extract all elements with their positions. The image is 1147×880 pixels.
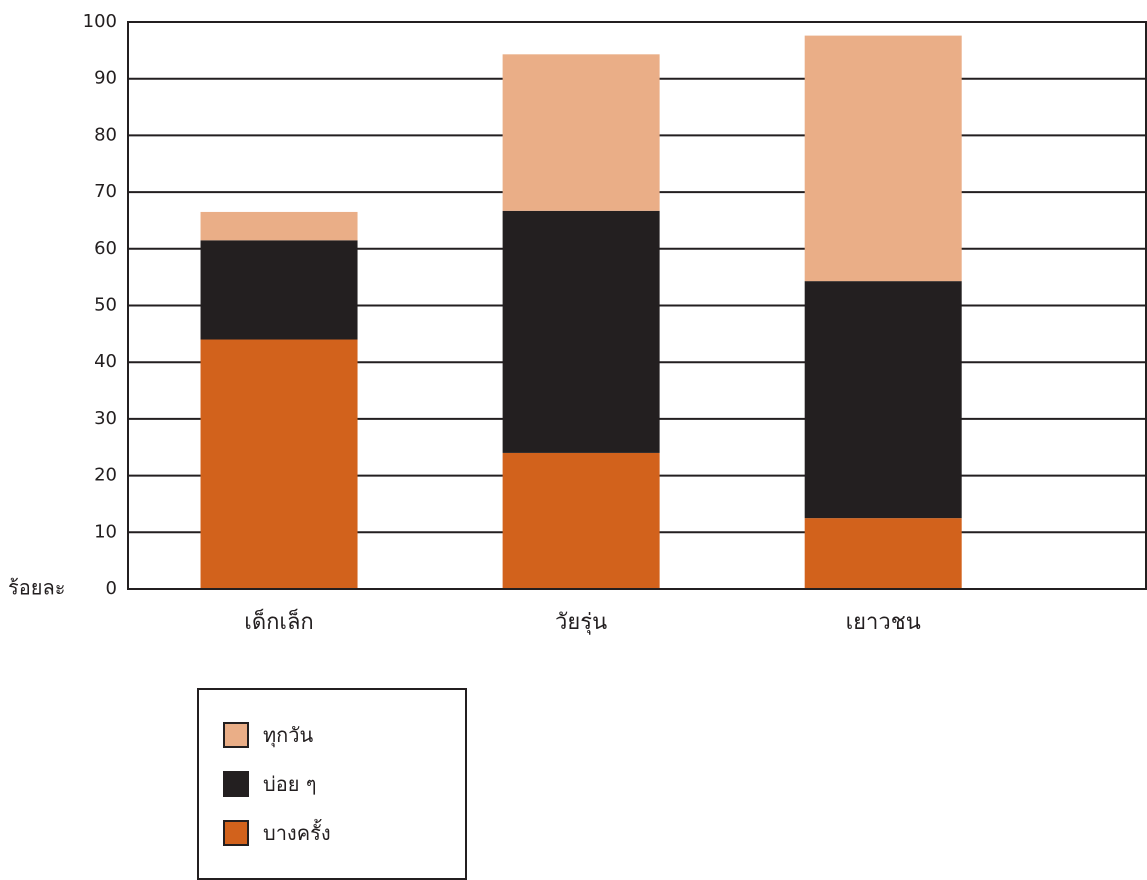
bar-0-series-2: [200, 211, 358, 241]
legend-item-often: บ่อย ๆ: [223, 769, 317, 799]
y-tick-label-7: 70: [94, 181, 117, 202]
y-axis-label: ร้อยละ: [8, 576, 65, 600]
legend-swatch-sometimes: [223, 820, 249, 846]
bar-0-series-1: [200, 240, 358, 340]
y-tick-label-9: 90: [94, 68, 117, 89]
y-tick-label-10: 100: [83, 11, 117, 32]
y-tick-label-5: 50: [94, 295, 117, 316]
y-tick-label-6: 60: [94, 238, 117, 259]
legend-swatch-daily: [223, 722, 249, 748]
plot-border: [127, 21, 1147, 590]
x-tick-label-0: เด็กเล็ก: [244, 607, 313, 635]
bar-1-series-2: [502, 54, 660, 211]
y-tick-labels: 0 10 20 30 40 50 60 70 80 90 100: [83, 11, 117, 599]
bar-0-series-0: [200, 339, 358, 589]
bar-1-series-1: [502, 210, 660, 453]
legend-swatch-often: [223, 771, 249, 797]
y-tick-label-2: 20: [94, 465, 117, 486]
legend-item-daily: ทุกวัน: [223, 720, 313, 750]
bar-2-series-0: [804, 518, 962, 589]
x-tick-label-2: เยาวชน: [846, 610, 921, 635]
legend-label-sometimes: บางครั้ง: [263, 821, 331, 845]
legend: ทุกวัน บ่อย ๆ บางครั้ง: [197, 688, 467, 880]
legend-item-sometimes: บางครั้ง: [223, 818, 331, 848]
legend-label-daily: ทุกวัน: [263, 723, 314, 747]
y-tick-label-3: 30: [94, 408, 117, 429]
bar-1-series-0: [502, 452, 660, 589]
plot-frame: [127, 21, 1147, 590]
bar-2-series-1: [804, 281, 962, 519]
y-tick-label-0: 0: [106, 578, 117, 599]
stacked-bar-chart: 0 10 20 30 40 50 60 70 80 90 100 เด็กเล็ก วัยรุ่น เย…: [8, 11, 1147, 635]
x-tick-label-1: วัยรุ่น: [555, 610, 607, 635]
y-tick-label-8: 80: [94, 124, 117, 145]
y-tick-label-1: 10: [94, 521, 117, 542]
x-tick-labels: เด็กเล็ก วัยรุ่น เยาวชน: [244, 607, 920, 635]
legend-label-often: บ่อย ๆ: [263, 772, 317, 796]
bar-2-series-2: [804, 35, 962, 282]
bars: [200, 35, 962, 589]
y-tick-label-4: 40: [94, 351, 117, 372]
